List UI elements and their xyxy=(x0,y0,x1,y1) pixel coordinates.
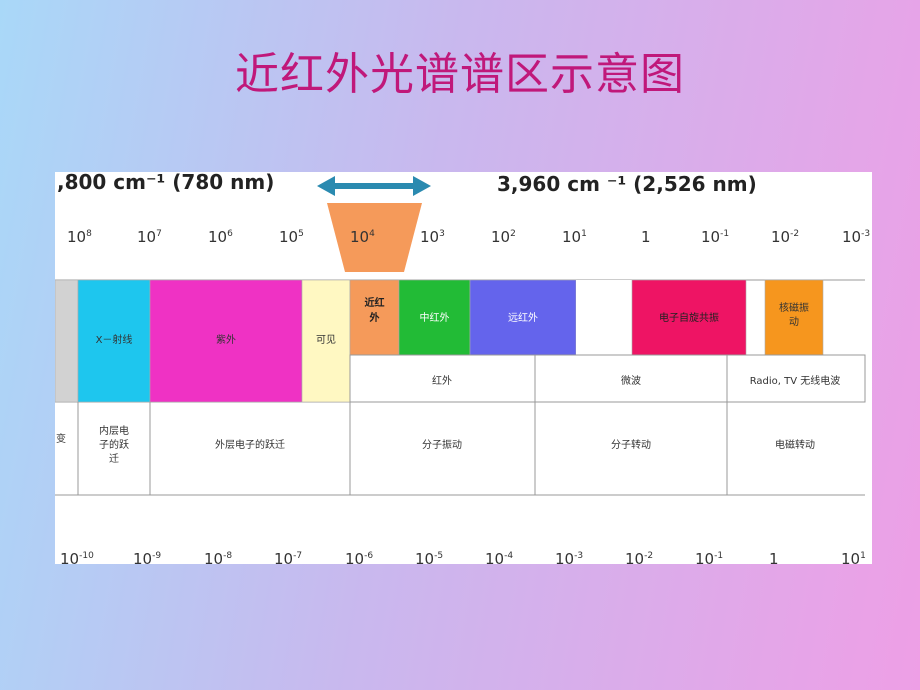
band-mir-label: 中红外 xyxy=(420,311,450,324)
top-tick-labels: 108 107 106 105 104 103 102 101 1 10-1 10-2 10-3 xyxy=(67,228,870,246)
band-uv xyxy=(149,279,303,403)
bottom-tick-labels: 10-10 10-9 10-8 10-7 10-6 10-5 10-4 10-3 10-2 10-… xyxy=(60,550,866,564)
band-fir-label: 远红外 xyxy=(508,311,538,324)
nir-range-arrow xyxy=(317,176,431,196)
top-tick-6: 102 xyxy=(491,228,516,246)
band-nmr-label: 核磁振动 xyxy=(779,301,809,328)
top-tick-10: 10-2 xyxy=(771,228,799,246)
top-tick-3: 105 xyxy=(279,228,304,246)
band-esr-label: 电子自旋共振 xyxy=(659,311,719,324)
transition-row: 变 内层电子的跃迁 外层电子的跃迁 分子振动 分子转动 电磁转动 xyxy=(56,402,815,495)
band-nmr xyxy=(764,279,824,356)
transition-molecular-rotation-label: 分子转动 xyxy=(611,438,651,451)
band-nir-label: 近红外 xyxy=(365,296,385,324)
band-nir xyxy=(349,279,400,356)
nir-lower-bound-label: 3,960 cm ⁻¹ (2,526 nm) xyxy=(497,172,757,196)
band-xray-label: X－射线 xyxy=(96,333,133,346)
band-visible-label: 可见 xyxy=(316,334,336,346)
transition-molecular-vibration-label: 分子振动 xyxy=(422,438,462,451)
bottom-tick-6: 10-4 xyxy=(485,550,513,564)
top-tick-4: 104 xyxy=(350,228,375,246)
bottom-tick-9: 10-1 xyxy=(695,550,723,564)
region-boxes: 红外 微波 Radio, TV 无线电波 xyxy=(349,354,866,403)
bottom-tick-0: 10-10 xyxy=(60,550,94,564)
nir-funnel xyxy=(327,203,422,272)
transition-outer-electron-label: 外层电子的跃迁 xyxy=(215,438,285,451)
top-tick-11: 10-3 xyxy=(842,228,870,246)
spectrum-bands: X－射线 紫外 可见 近红外中红外 远红外 电子自旋共振 核磁振动 xyxy=(55,279,824,403)
top-tick-7: 101 xyxy=(562,228,587,246)
bottom-tick-10: 1 xyxy=(769,550,779,564)
band-visible xyxy=(301,279,351,403)
top-tick-0: 108 xyxy=(67,228,92,246)
region-radio-label: Radio, TV 无线电波 xyxy=(750,374,841,387)
page-title: 近红外光谱谱区示意图 xyxy=(235,49,685,100)
region-microwave-label: 微波 xyxy=(621,374,641,387)
bottom-tick-7: 10-3 xyxy=(555,550,583,564)
bottom-tick-4: 10-6 xyxy=(345,550,373,564)
bottom-tick-3: 10-7 xyxy=(274,550,302,564)
top-tick-9: 10-1 xyxy=(701,228,729,246)
spectrum-svg: ,800 cm⁻¹ (780 nm) 3,960 cm ⁻¹ (2,526 nm… xyxy=(55,172,870,564)
nir-upper-bound-label: ,800 cm⁻¹ (780 nm) xyxy=(57,172,274,194)
top-tick-1: 107 xyxy=(137,228,162,246)
band-blank xyxy=(576,280,632,355)
spectrum-diagram: ,800 cm⁻¹ (780 nm) 3,960 cm ⁻¹ (2,526 nm… xyxy=(55,172,872,564)
region-box-radio xyxy=(726,354,866,403)
bottom-tick-11: 101 xyxy=(841,550,866,564)
bottom-tick-1: 10-9 xyxy=(133,550,161,564)
bottom-tick-5: 10-5 xyxy=(415,550,443,564)
bottom-tick-8: 10-2 xyxy=(625,550,653,564)
top-tick-2: 106 xyxy=(208,228,233,246)
region-infrared-label: 红外 xyxy=(432,374,452,387)
band-uv-label: 紫外 xyxy=(216,334,236,346)
band-esr xyxy=(631,279,747,356)
band-gray xyxy=(55,279,79,403)
transition-em-rotation-label: 电磁转动 xyxy=(775,438,815,451)
bottom-tick-2: 10-8 xyxy=(204,550,232,564)
top-tick-5: 103 xyxy=(420,228,445,246)
transition-inner-electron-label: 内层电子的跃迁 xyxy=(99,424,129,465)
transition-label-0: 变 xyxy=(56,432,66,445)
top-tick-8: 1 xyxy=(641,228,651,246)
